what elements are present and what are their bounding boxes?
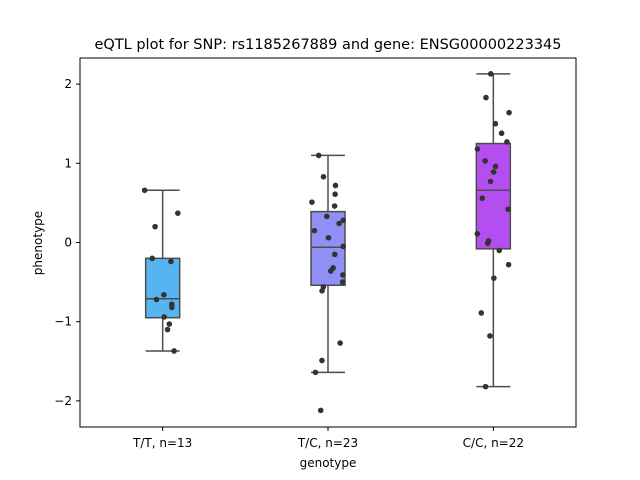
box-group [475,73,512,388]
data-point [320,173,327,180]
data-point [327,268,334,274]
data-point [491,275,497,281]
x-axis-label: genotype [300,456,357,470]
data-point [153,296,160,303]
y-tick-label: 2 [64,77,72,91]
data-point [317,407,324,414]
data-point [482,383,489,390]
data-point [332,191,338,197]
data-point [490,169,497,175]
data-point [161,314,168,320]
data-point [505,206,511,213]
data-point [487,178,494,185]
y-tick-label: −1 [54,315,72,329]
data-point [319,288,325,294]
box-group [310,154,346,374]
data-point [332,182,339,189]
data-point [474,230,481,237]
data-point [483,94,489,101]
data-point [492,120,499,127]
y-tick-label: 0 [64,236,72,250]
y-axis-label: phenotype [31,211,45,275]
chart-title: eQTL plot for SNP: rs1185267889 and gene… [94,37,561,53]
data-point [331,203,338,209]
data-point [339,279,346,285]
data-point [312,369,319,376]
data-point [482,158,488,164]
data-point [161,291,167,298]
data-point [505,261,512,268]
data-point [149,255,156,262]
data-point [152,223,158,230]
data-point [325,234,332,241]
data-point [337,340,343,346]
data-point [309,199,315,205]
data-point [340,243,347,250]
y-tick-label: 1 [64,156,72,170]
data-point [164,326,171,333]
x-tick-label: C/C, n=22 [463,436,524,450]
data-point [319,357,325,364]
data-point [340,272,346,278]
data-point [169,304,175,311]
data-point [336,220,342,227]
data-point [311,227,318,234]
box [144,257,181,319]
data-point [478,310,485,316]
data-point [331,251,338,258]
y-tick-label: −2 [54,394,72,408]
data-point [171,348,177,354]
data-point [506,109,512,116]
data-point [484,240,491,247]
box-group [144,189,181,352]
x-tick-label: T/T, n=13 [132,436,192,450]
data-point [315,152,322,159]
data-point [496,247,503,254]
data-point [166,321,173,327]
data-point [492,163,499,170]
data-point [504,139,510,145]
data-point [474,146,481,152]
data-point [479,195,486,201]
x-tick-label: T/C, n=23 [297,436,358,450]
data-point [487,333,493,339]
data-point [498,130,505,137]
data-point [487,71,494,77]
data-point [168,258,174,265]
data-point [340,217,347,224]
data-point [175,210,181,217]
data-point [141,187,148,194]
data-point [324,213,330,220]
